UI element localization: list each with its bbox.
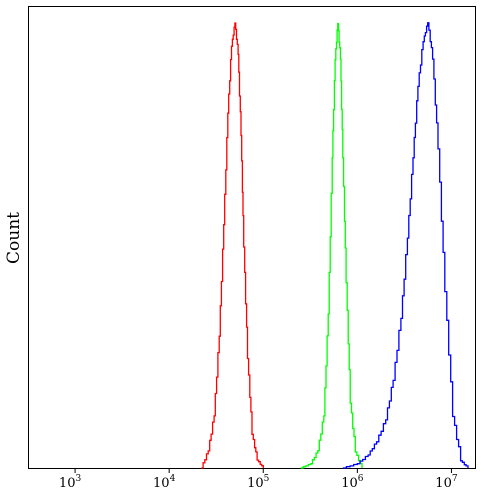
x-tick-label: 107: [435, 474, 458, 491]
blue-histogram-line: [342, 22, 469, 469]
histogram-series-group: [201, 22, 469, 469]
x-tick-label: 103: [59, 474, 82, 491]
x-tick-label: 104: [153, 474, 176, 491]
x-axis-ticks: 103 104 105 106 107: [59, 468, 458, 491]
red-histogram-line: [201, 22, 264, 469]
plot-area-frame: [28, 6, 476, 469]
y-axis-label: Count: [4, 212, 24, 264]
x-tick-label: 106: [341, 474, 364, 491]
green-histogram-line: [300, 22, 363, 469]
x-tick-label: 105: [247, 474, 270, 491]
